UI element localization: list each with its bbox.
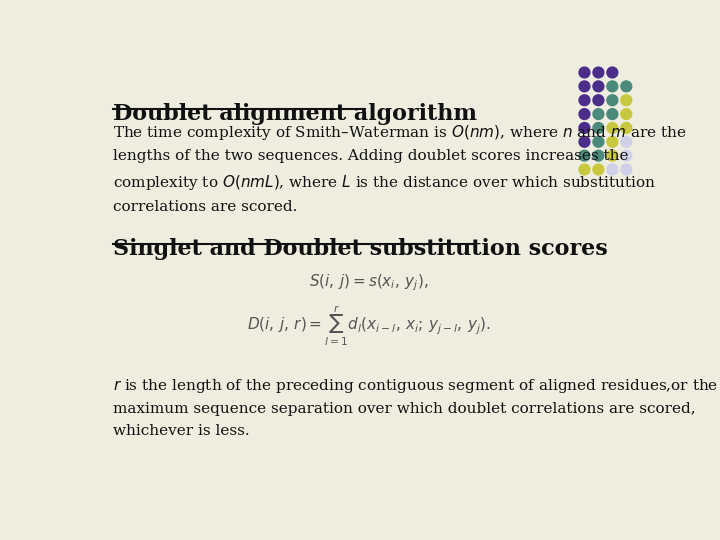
- Circle shape: [593, 95, 604, 106]
- Circle shape: [593, 123, 604, 133]
- Text: $\mathit{r}$ is the length of the preceding contiguous segment of aligned residu: $\mathit{r}$ is the length of the preced…: [113, 377, 719, 438]
- Circle shape: [579, 81, 590, 92]
- Circle shape: [579, 123, 590, 133]
- Circle shape: [607, 150, 618, 161]
- Circle shape: [593, 164, 604, 175]
- Text: $D(i,\, j,\, r) = \sum_{l=1}^{r} d_l(x_{i-l},\, x_i;\, y_{j-l},\, y_j).$: $D(i,\, j,\, r) = \sum_{l=1}^{r} d_l(x_{…: [247, 303, 491, 348]
- Circle shape: [621, 137, 631, 147]
- Circle shape: [593, 137, 604, 147]
- Circle shape: [621, 164, 631, 175]
- Circle shape: [607, 109, 618, 119]
- Circle shape: [607, 95, 618, 106]
- Circle shape: [593, 67, 604, 78]
- Text: $S(i,\, j) = s(x_i,\, y_j),$: $S(i,\, j) = s(x_i,\, y_j),$: [310, 273, 428, 293]
- Circle shape: [579, 164, 590, 175]
- Circle shape: [621, 109, 631, 119]
- Circle shape: [593, 109, 604, 119]
- Circle shape: [593, 81, 604, 92]
- Circle shape: [579, 137, 590, 147]
- Text: The time complexity of Smith–Waterman is $\mathit{O}(\mathit{nm})$, where $\math: The time complexity of Smith–Waterman is…: [113, 123, 687, 214]
- Circle shape: [621, 95, 631, 106]
- Circle shape: [607, 81, 618, 92]
- Circle shape: [593, 150, 604, 161]
- Circle shape: [607, 164, 618, 175]
- Circle shape: [621, 123, 631, 133]
- Circle shape: [607, 67, 618, 78]
- Circle shape: [579, 150, 590, 161]
- Text: Singlet and Doublet substitution scores: Singlet and Doublet substitution scores: [113, 238, 608, 260]
- Circle shape: [607, 123, 618, 133]
- Circle shape: [621, 81, 631, 92]
- Circle shape: [607, 137, 618, 147]
- Circle shape: [621, 150, 631, 161]
- Circle shape: [579, 67, 590, 78]
- Circle shape: [579, 95, 590, 106]
- Text: Doublet alignment algorithm: Doublet alignment algorithm: [113, 103, 477, 125]
- Circle shape: [579, 109, 590, 119]
